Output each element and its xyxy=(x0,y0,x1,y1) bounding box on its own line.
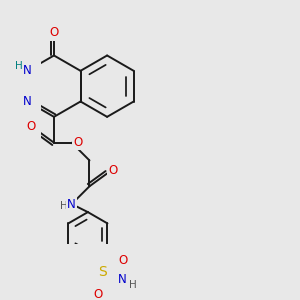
Text: H: H xyxy=(60,201,68,211)
Text: N: N xyxy=(118,273,127,286)
Text: O: O xyxy=(26,120,35,133)
Text: O: O xyxy=(49,26,58,39)
Text: N: N xyxy=(23,95,32,108)
Text: S: S xyxy=(98,265,107,279)
Text: O: O xyxy=(74,136,83,149)
Text: O: O xyxy=(108,164,118,177)
Text: O: O xyxy=(93,288,102,300)
Text: O: O xyxy=(118,254,127,267)
Text: N: N xyxy=(67,197,76,211)
Text: H: H xyxy=(15,61,23,71)
Text: H: H xyxy=(129,280,137,290)
Text: N: N xyxy=(23,64,32,77)
